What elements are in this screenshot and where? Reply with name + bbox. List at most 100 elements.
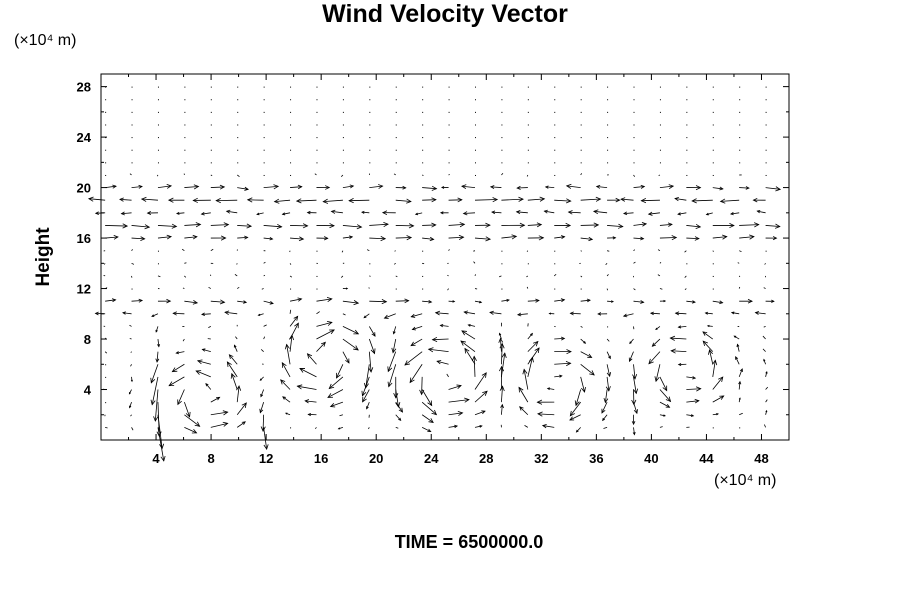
vector-arrow xyxy=(362,389,370,403)
vector-arrow xyxy=(763,287,766,289)
vector-arrowhead xyxy=(404,360,410,366)
vector-arrow xyxy=(738,286,741,289)
vector-arrowhead xyxy=(363,382,369,389)
vector-arrowhead xyxy=(329,223,335,229)
vector-arrow xyxy=(735,356,740,365)
vector-arrow xyxy=(702,331,714,340)
vector-arrow xyxy=(363,313,370,319)
vector-arrow xyxy=(261,288,264,290)
vector-arrowhead xyxy=(223,222,230,228)
vector-arrowhead xyxy=(506,298,510,302)
vector-arrow xyxy=(527,347,540,365)
vector-dot xyxy=(607,137,609,139)
vector-arrow xyxy=(286,344,291,365)
vector-dot xyxy=(554,174,556,176)
vector-arrowhead xyxy=(326,296,333,302)
vector-arrow xyxy=(369,300,387,303)
vector-arrowhead xyxy=(459,222,466,228)
vector-arrow xyxy=(575,389,582,406)
vector-arrow xyxy=(236,402,247,416)
vector-arrowhead xyxy=(633,409,638,415)
vector-dot xyxy=(686,124,688,126)
vector-arrow xyxy=(410,338,423,346)
vector-dot xyxy=(290,149,292,151)
vector-arrow xyxy=(263,261,266,264)
vector-arrow xyxy=(131,186,143,188)
vector-arrow xyxy=(569,414,581,421)
vector-arrow xyxy=(629,351,634,362)
vector-arrowhead xyxy=(320,341,326,347)
vector-arrow xyxy=(657,274,661,277)
vector-arrow xyxy=(490,186,502,188)
vector-arrowhead xyxy=(674,311,680,316)
vector-arrowhead xyxy=(345,358,350,364)
vector-arrowhead xyxy=(628,357,633,363)
vector-arrow xyxy=(305,400,317,403)
vector-dot xyxy=(395,288,397,290)
vector-arrowhead xyxy=(260,393,264,398)
vector-arrowhead xyxy=(667,222,673,227)
vector-dot xyxy=(263,137,265,139)
vector-dot xyxy=(184,111,186,113)
vector-arrow xyxy=(151,313,159,317)
vector-arrow xyxy=(208,326,211,329)
vector-arrow xyxy=(526,275,529,278)
vector-arrowhead xyxy=(565,183,572,189)
vector-arrowhead xyxy=(730,212,734,216)
vector-arrow xyxy=(650,312,660,315)
vector-dot xyxy=(527,111,529,113)
vector-arrowhead xyxy=(439,324,444,328)
vector-arrow xyxy=(296,199,317,202)
vector-arrowhead xyxy=(368,367,374,373)
vector-dot xyxy=(157,263,159,265)
vector-arrowhead xyxy=(230,372,236,379)
vector-arrowhead xyxy=(730,311,735,315)
vector-arrowhead xyxy=(140,236,146,241)
vector-arrow xyxy=(282,396,291,403)
vector-arrowhead xyxy=(538,235,545,241)
vector-arrow xyxy=(388,364,397,387)
vector-dot xyxy=(712,111,714,113)
vector-dot xyxy=(712,427,714,429)
x-tick-label: 20 xyxy=(369,451,383,466)
vector-arrow xyxy=(157,236,172,239)
vector-arrowhead xyxy=(353,329,360,335)
vector-arrow xyxy=(316,298,332,302)
x-tick-label: 40 xyxy=(644,451,658,466)
time-label: TIME = 6500000.0 xyxy=(394,532,544,552)
vector-dot xyxy=(527,99,529,101)
vector-arrow xyxy=(368,326,376,337)
vector-dot xyxy=(395,124,397,126)
vector-arrowhead xyxy=(603,398,609,404)
vector-arrow xyxy=(184,262,187,264)
vector-arrowhead xyxy=(222,421,229,427)
vector-arrow xyxy=(501,404,503,415)
vector-arrowhead xyxy=(284,343,290,350)
vector-arrow xyxy=(762,335,766,340)
vector-dot xyxy=(712,137,714,139)
vector-dot xyxy=(131,124,133,126)
x-tick-label: 28 xyxy=(479,451,493,466)
vector-arrowhead xyxy=(771,299,775,303)
vector-dot xyxy=(659,124,661,126)
vector-dot xyxy=(501,263,503,265)
vector-arrow xyxy=(605,263,608,266)
vector-arrowhead xyxy=(719,300,724,305)
vector-arrowhead xyxy=(489,185,495,190)
vector-arrowhead xyxy=(592,209,599,215)
vector-arrowhead xyxy=(193,184,200,190)
vector-arrowhead xyxy=(196,359,203,365)
vector-arrowhead xyxy=(544,185,549,189)
vector-dot xyxy=(210,99,212,101)
vector-arrow xyxy=(201,212,211,215)
vector-arrowhead xyxy=(393,393,399,399)
vector-arrow xyxy=(208,286,211,289)
vector-arrowhead xyxy=(738,397,741,400)
vector-dot xyxy=(580,124,582,126)
vector-arrowhead xyxy=(548,312,552,315)
vector-dot xyxy=(527,124,529,126)
vector-dot xyxy=(686,174,688,176)
vector-arrowhead xyxy=(87,196,94,202)
vector-arrowhead xyxy=(464,397,470,403)
vector-dot xyxy=(342,124,344,126)
